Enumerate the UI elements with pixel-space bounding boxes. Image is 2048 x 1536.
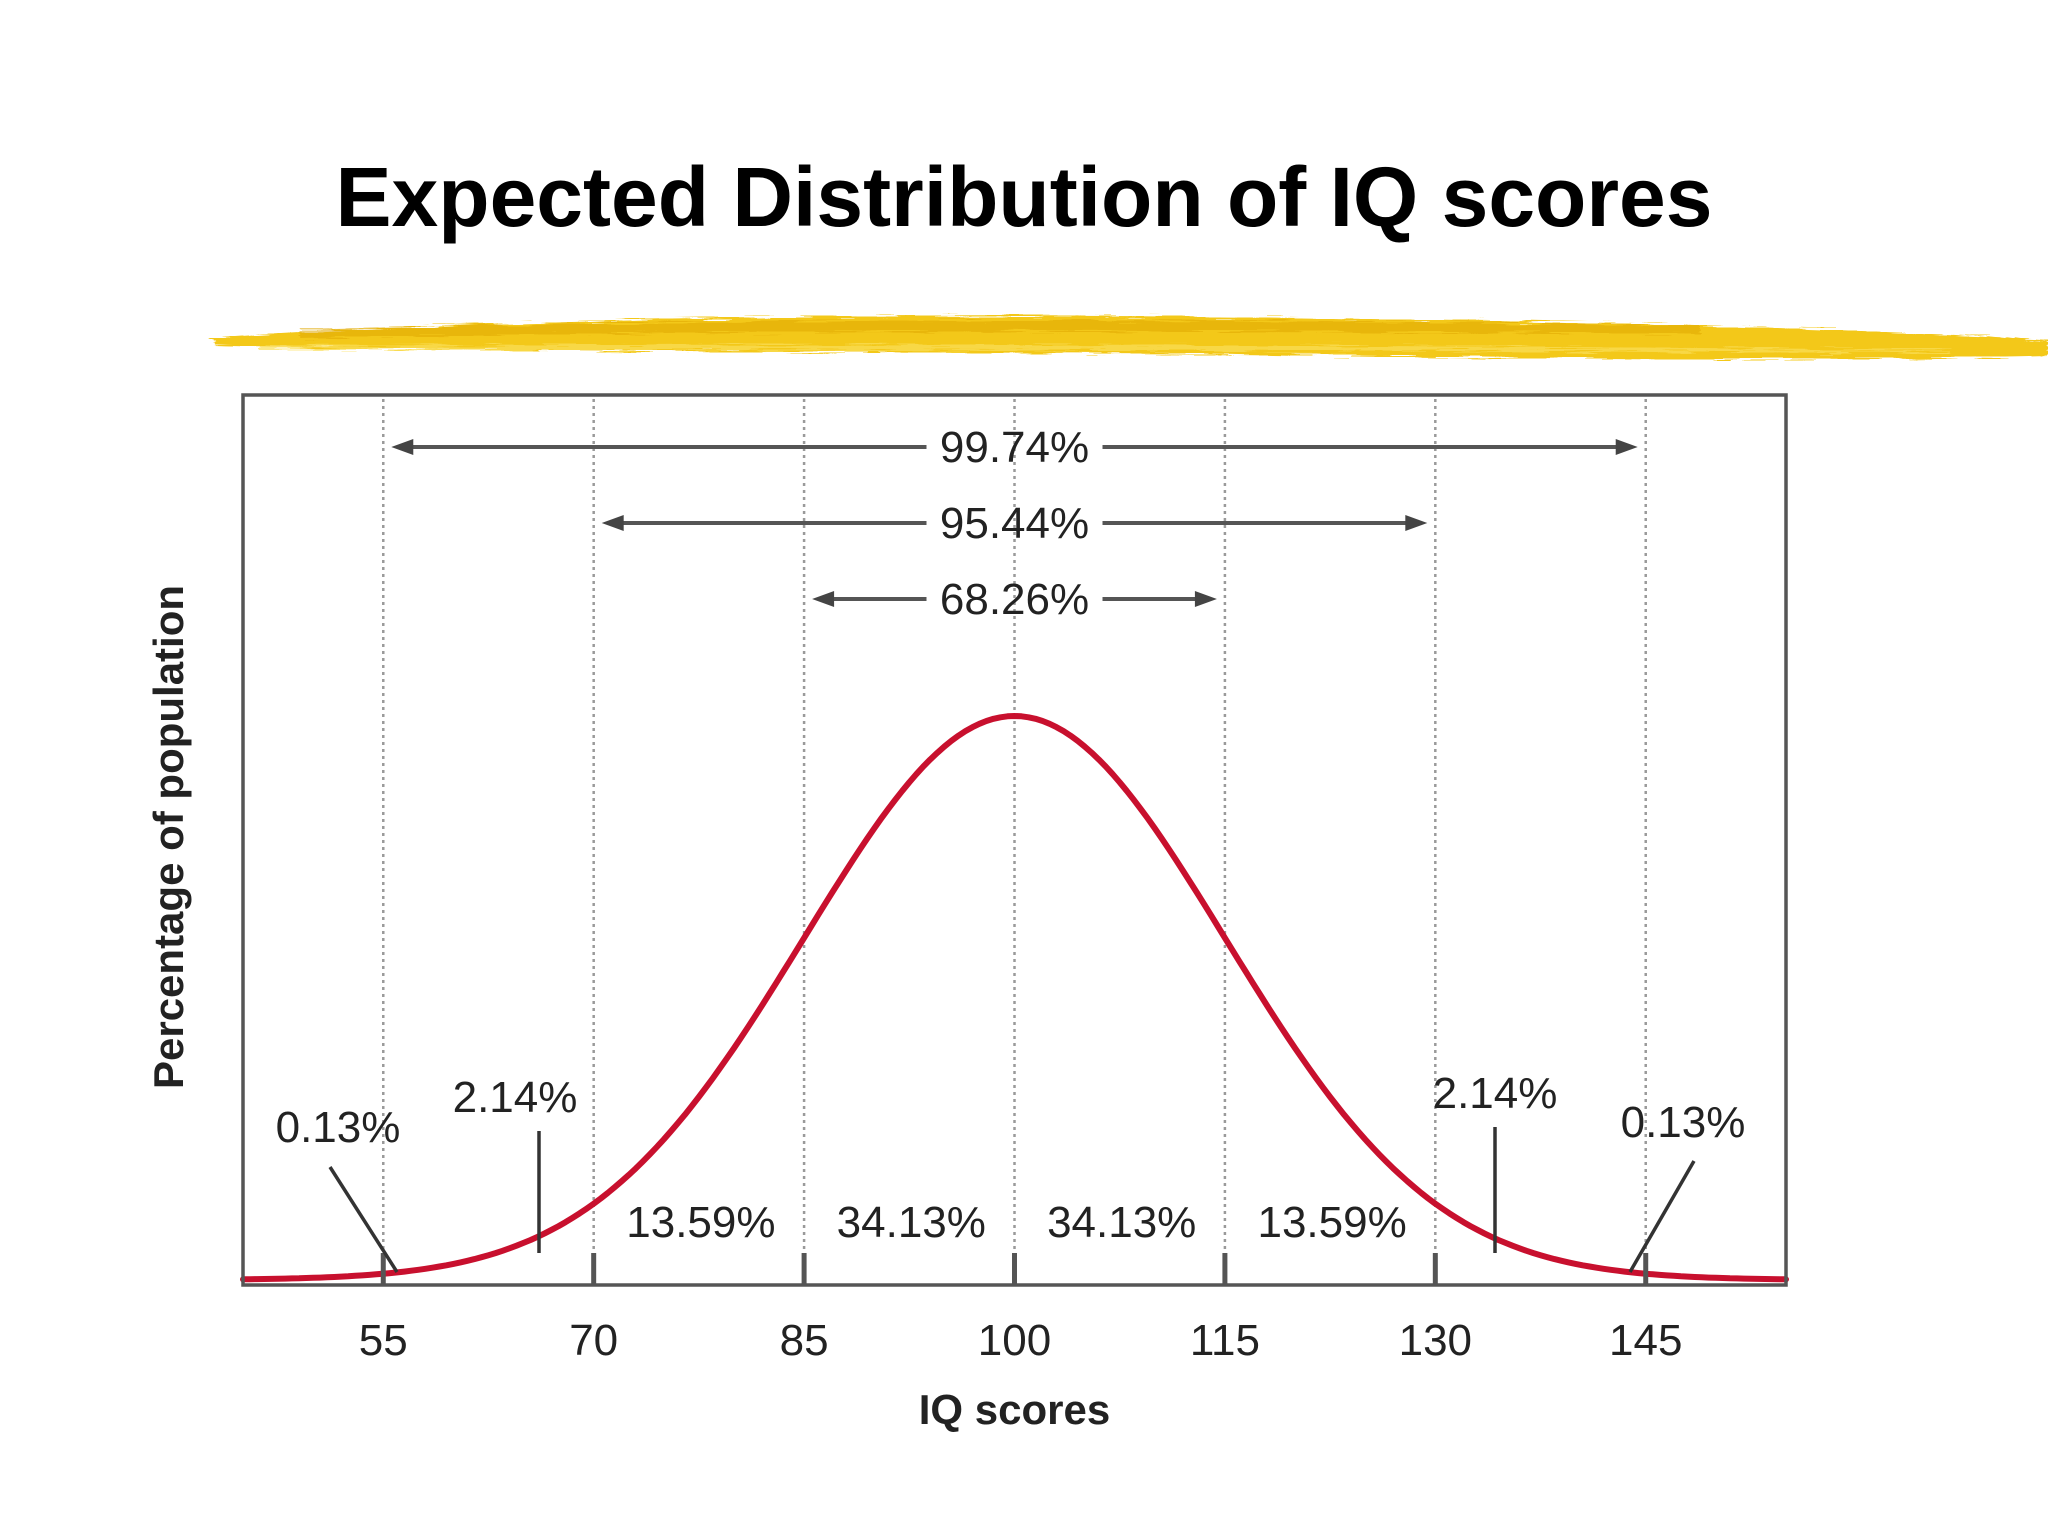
x-tick-label-145: 145 — [1609, 1316, 1682, 1365]
x-tick-label-55: 55 — [359, 1316, 408, 1365]
x-tick-label-115: 115 — [1190, 1316, 1260, 1365]
tail-label-2: 2.14% — [1433, 1069, 1558, 1118]
range-label-99.74pct: 99.74% — [940, 423, 1089, 472]
tail-pointer-3 — [1628, 1160, 1696, 1273]
band-label-115-130: 13.59% — [1257, 1198, 1406, 1247]
range-arrowhead-right — [1405, 515, 1428, 531]
band-label-70-85: 13.59% — [626, 1198, 775, 1247]
band-label-100-115: 34.13% — [1047, 1198, 1196, 1247]
x-tick-label-100: 100 — [978, 1316, 1051, 1365]
range-arrowhead-left — [391, 439, 414, 455]
x-tick-label-70: 70 — [569, 1316, 618, 1365]
band-label-85-100: 34.13% — [837, 1198, 986, 1247]
normal-curve — [240, 713, 1789, 1283]
tail-label-1: 0.13% — [276, 1103, 401, 1152]
range-arrowhead-right — [1194, 591, 1217, 607]
tail-label-0: 2.14% — [453, 1073, 578, 1122]
range-label-68.26pct: 68.26% — [940, 575, 1089, 624]
x-axis-label: IQ scores — [919, 1386, 1110, 1433]
range-arrowhead-left — [601, 515, 624, 531]
y-axis-label: Percentage of population — [145, 585, 192, 1089]
tail-pointer-1 — [328, 1166, 399, 1273]
range-arrowhead-left — [812, 591, 835, 607]
tail-label-3: 0.13% — [1621, 1098, 1746, 1147]
x-tick-label-85: 85 — [780, 1316, 829, 1365]
slide-title: Expected Distribution of IQ scores — [335, 150, 1713, 244]
range-label-95.44pct: 95.44% — [940, 499, 1089, 548]
range-arrowhead-right — [1615, 439, 1638, 455]
title-underline-stroke — [210, 315, 2048, 360]
x-tick-label-130: 130 — [1399, 1316, 1472, 1365]
